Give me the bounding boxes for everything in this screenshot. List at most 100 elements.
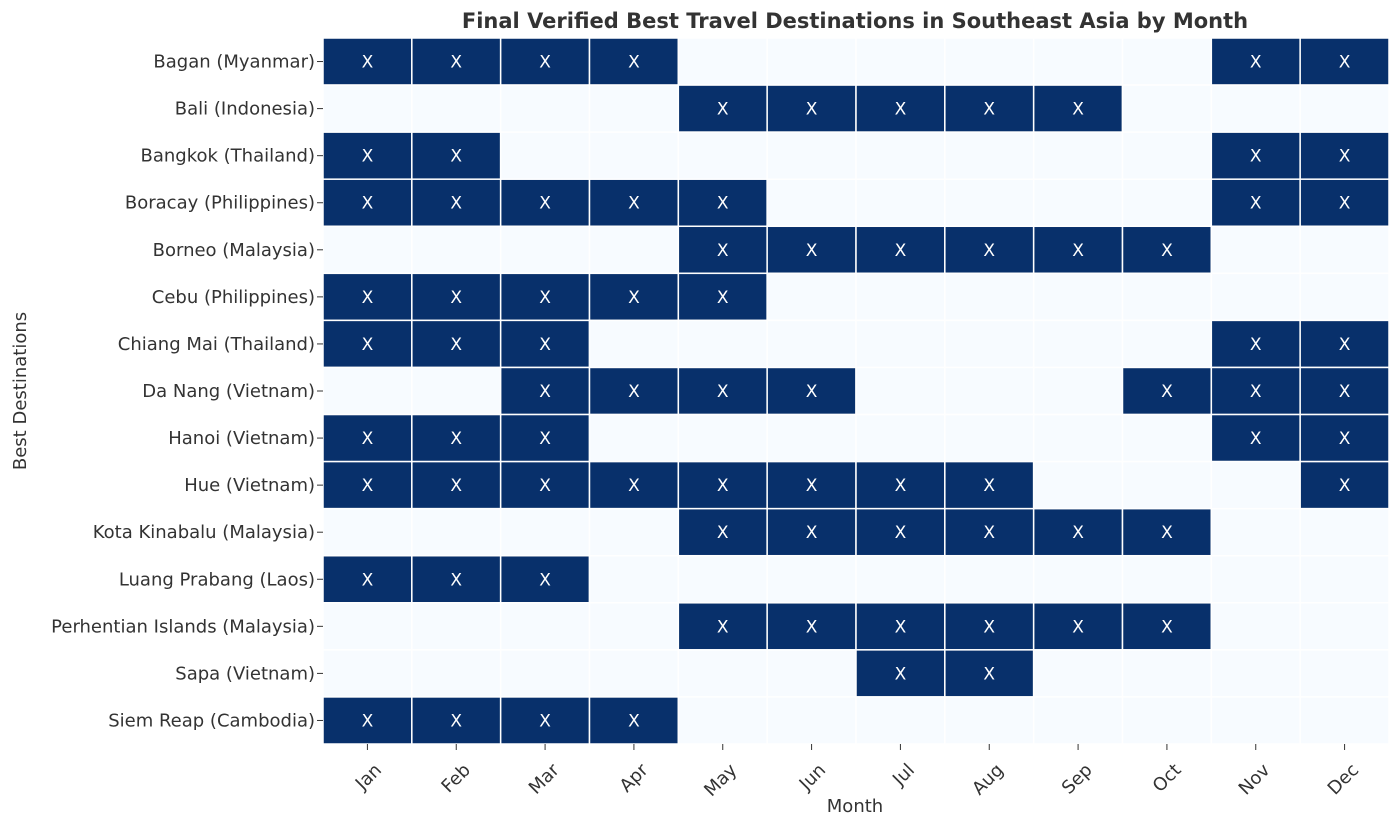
cell-marker: X: [362, 288, 374, 308]
heatmap-cell: [1299, 84, 1390, 133]
heatmap-cell: [677, 554, 768, 604]
heatmap-cell: [944, 178, 1035, 228]
heatmap-cell: [1032, 131, 1124, 180]
heatmap-cell: [1121, 602, 1213, 651]
x-tick-label: Dec: [1324, 760, 1363, 799]
heatmap-cell: [1299, 178, 1390, 228]
cell-marker: X: [450, 335, 462, 355]
heatmap-cell: [499, 178, 591, 228]
cell-marker: X: [1250, 147, 1262, 167]
cell-marker: X: [628, 53, 640, 73]
cell-marker: X: [628, 711, 640, 731]
heatmap-cell: [411, 178, 502, 228]
cell-marker: X: [539, 476, 551, 496]
x-tick-label: May: [700, 759, 741, 800]
heatmap-cell: [1032, 696, 1124, 745]
cell-marker: X: [717, 100, 729, 120]
y-tick-label: Siem Reap (Cambodia): [108, 710, 315, 731]
cell-marker: X: [983, 241, 995, 261]
cell-marker: X: [628, 382, 640, 402]
heatmap-cell: [1299, 554, 1390, 604]
cell-marker: X: [362, 53, 374, 73]
heatmap-cell: [766, 413, 857, 463]
cell-marker: X: [895, 476, 907, 496]
cell-marker: X: [895, 664, 907, 684]
cell-marker: X: [1339, 335, 1351, 355]
cell-marker: X: [450, 476, 462, 496]
heatmap-cell: [499, 602, 591, 651]
heatmap-cell: [1032, 554, 1124, 604]
heatmap-cell: [1299, 225, 1390, 275]
cell-marker: X: [539, 429, 551, 449]
cell-marker: X: [450, 288, 462, 308]
cell-marker: X: [1339, 429, 1351, 449]
x-tick-label: Jul: [888, 760, 919, 791]
heatmap-cell: [944, 131, 1035, 180]
heatmap-cell: [1032, 460, 1124, 510]
heatmap-cell: [411, 602, 502, 651]
heatmap-cell: [1210, 319, 1301, 369]
heatmap-cell: [677, 696, 768, 745]
cell-marker: X: [1250, 382, 1262, 402]
heatmap-cell: [1121, 131, 1213, 180]
cell-marker: X: [806, 617, 818, 637]
heatmap-cell: [322, 554, 413, 604]
cell-marker: X: [450, 570, 462, 590]
heatmap-cell: [411, 554, 502, 604]
heatmap-cell: [411, 696, 502, 745]
heatmap-cell: [499, 554, 591, 604]
cell-marker: X: [806, 476, 818, 496]
heatmap-cell: [766, 84, 857, 133]
cell-marker: X: [895, 523, 907, 543]
heatmap-cell: [766, 460, 857, 510]
cell-marker: X: [1339, 53, 1351, 73]
heatmap-cell: [1121, 37, 1213, 86]
heatmap-cell: [1121, 696, 1213, 745]
heatmap-cell: [1121, 649, 1213, 698]
heatmap-cell: [322, 507, 413, 557]
cell-marker: X: [983, 523, 995, 543]
heatmap-cell: [677, 37, 768, 86]
y-tick-label: Bangkok (Thailand): [141, 146, 316, 167]
x-tick-label: Mar: [525, 759, 564, 798]
y-tick-label: Boracay (Philippines): [125, 193, 315, 214]
cell-marker: X: [362, 194, 374, 214]
heatmap-cell: [1032, 366, 1124, 416]
heatmap-cell: [944, 696, 1035, 745]
cell-marker: X: [717, 288, 729, 308]
heatmap-cell: [1121, 366, 1213, 416]
heatmap-cell: [411, 84, 502, 133]
heatmap-cell: [855, 131, 946, 180]
heatmap-cell: [588, 649, 680, 698]
cell-marker: X: [539, 53, 551, 73]
cell-marker: X: [717, 241, 729, 261]
cell-marker: X: [1161, 382, 1173, 402]
x-tick-label: Apr: [616, 759, 653, 796]
heatmap-cell: [588, 225, 680, 275]
cell-marker: X: [895, 100, 907, 120]
heatmap-cell: [677, 225, 768, 275]
cell-marker: X: [1250, 335, 1262, 355]
heatmap-cell: [588, 131, 680, 180]
cell-marker: X: [1161, 523, 1173, 543]
y-tick-label: Chiang Mai (Thailand): [118, 334, 315, 355]
cell-marker: X: [362, 570, 374, 590]
heatmap-cell: [944, 602, 1035, 651]
heatmap-cell: [1121, 225, 1213, 275]
heatmap-cell: [499, 649, 591, 698]
cell-marker: X: [806, 382, 818, 402]
heatmap-cell: [1210, 178, 1301, 228]
heatmap-cell: [766, 366, 857, 416]
cell-marker: X: [628, 476, 640, 496]
heatmap-cell: [766, 649, 857, 698]
heatmap-cell: [588, 413, 680, 463]
cell-marker: X: [717, 194, 729, 214]
heatmap-cell: [322, 84, 413, 133]
cell-marker: X: [539, 382, 551, 402]
cell-marker: X: [1250, 429, 1262, 449]
heatmap-cell: [588, 178, 680, 228]
y-tick-label: Bagan (Myanmar): [153, 52, 315, 73]
cell-marker: X: [717, 617, 729, 637]
cell-marker: X: [628, 194, 640, 214]
heatmap-cell: [322, 131, 413, 180]
